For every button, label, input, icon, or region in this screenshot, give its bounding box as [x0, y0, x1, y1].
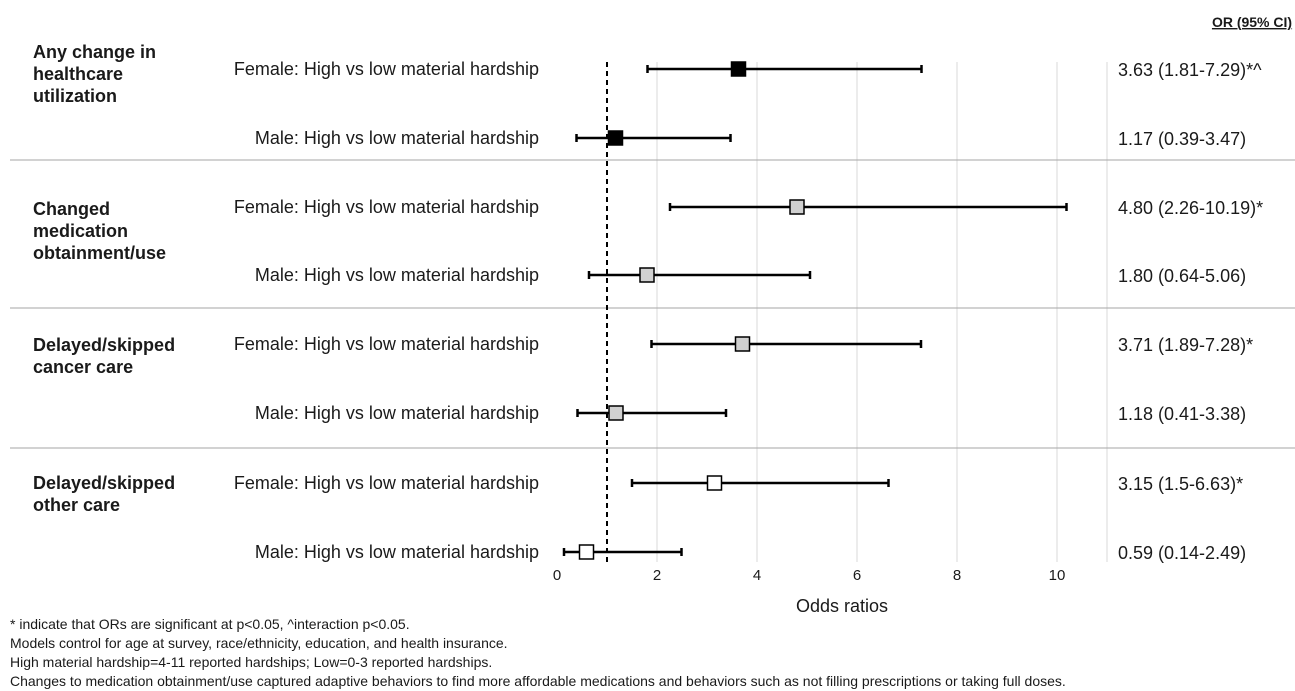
- point-estimate-marker: [639, 267, 655, 283]
- or-ci-value: 0.59 (0.14-2.49): [1118, 543, 1246, 563]
- x-tick-label: 10: [1049, 567, 1066, 584]
- point-estimate-marker: [608, 405, 624, 421]
- x-axis-label: Odds ratios: [796, 596, 888, 615]
- group-label: cancer care: [33, 357, 133, 377]
- group-label: utilization: [33, 86, 117, 106]
- group-label: Changed: [33, 199, 110, 219]
- or-ci-value: 3.71 (1.89-7.28)*: [1118, 335, 1253, 355]
- or-ci-value: 3.15 (1.5-6.63)*: [1118, 474, 1243, 494]
- row-label: Male: High vs low material hardship: [255, 265, 539, 285]
- row-label: Female: High vs low material hardship: [234, 59, 539, 79]
- group-label: other care: [33, 495, 120, 515]
- group-label: medication: [33, 221, 128, 241]
- group-label: Any change in: [33, 42, 156, 62]
- footnote-2: Models control for age at survey, race/e…: [10, 635, 508, 651]
- row-label: Female: High vs low material hardship: [234, 473, 539, 493]
- row-label: Female: High vs low material hardship: [234, 197, 539, 217]
- row-label: Male: High vs low material hardship: [255, 403, 539, 423]
- forest-plot: OR (95% CI) Any change inhealthcareutiliz…: [10, 14, 1295, 615]
- x-tick-label: 0: [553, 567, 561, 584]
- row-label: Male: High vs low material hardship: [255, 128, 539, 148]
- footnotes: * indicate that ORs are significant at p…: [10, 615, 1295, 691]
- group-label: obtainment/use: [33, 243, 166, 263]
- footnote-3: High material hardship=4-11 reported har…: [10, 654, 493, 670]
- group-label: Delayed/skipped: [33, 335, 175, 355]
- or-ci-value: 1.18 (0.41-3.38): [1118, 404, 1246, 424]
- x-tick-label: 4: [753, 567, 761, 584]
- x-tick-label: 8: [953, 567, 961, 584]
- or-ci-value: 4.80 (2.26-10.19)*: [1118, 198, 1263, 218]
- row-label: Male: High vs low material hardship: [255, 542, 539, 562]
- footnote-1: * indicate that ORs are significant at p…: [10, 616, 410, 632]
- point-estimate-marker: [607, 130, 624, 146]
- footnote-4: Changes to medication obtainment/use cap…: [10, 673, 1066, 689]
- row-label: Female: High vs low material hardship: [234, 334, 539, 354]
- point-estimate-marker: [730, 61, 747, 77]
- point-estimate-marker: [789, 199, 805, 215]
- x-tick-label: 6: [853, 567, 861, 584]
- group-label: Delayed/skipped: [33, 473, 175, 493]
- point-estimate-marker: [734, 336, 751, 352]
- point-estimate-marker: [706, 475, 723, 491]
- point-estimate-marker: [578, 544, 595, 560]
- or-ci-header: OR (95% CI): [1212, 14, 1292, 30]
- group-label: healthcare: [33, 64, 123, 84]
- or-ci-value: 1.17 (0.39-3.47): [1118, 129, 1246, 149]
- x-tick-label: 2: [653, 567, 661, 584]
- or-ci-value: 3.63 (1.81-7.29)*^: [1118, 60, 1262, 80]
- or-ci-value: 1.80 (0.64-5.06): [1118, 266, 1246, 286]
